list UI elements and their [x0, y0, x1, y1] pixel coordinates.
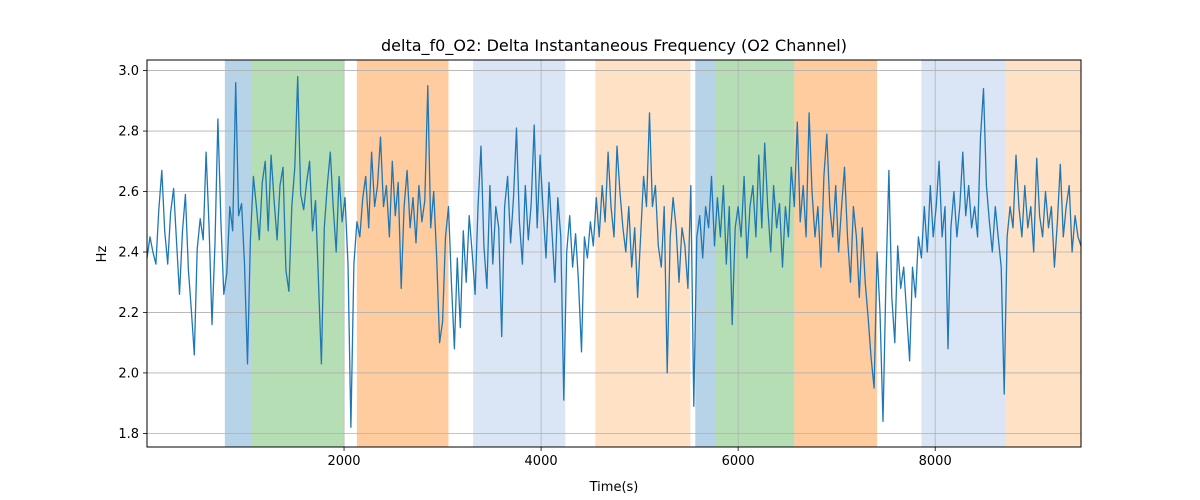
- tick-labels-layer: 2000 4000 6000 8000 1.8 2.0 2.2 2.4 2.6 2.8 3.0: [118, 64, 951, 469]
- highlight-band-green: [715, 60, 795, 447]
- highlight-band-light-blue: [921, 60, 1006, 447]
- highlight-band-blue: [224, 60, 252, 447]
- highlight-band-light-orange: [595, 60, 691, 447]
- gridlines-layer: [147, 60, 1081, 447]
- highlight-band-light-blue: [473, 60, 566, 447]
- highlight-bands-layer: [224, 60, 1081, 447]
- plot-border: [146, 59, 1082, 448]
- x-tick-label: 6000: [722, 454, 755, 469]
- y-tick-label: 2.4: [118, 245, 139, 260]
- highlight-band-light-orange: [1005, 60, 1081, 447]
- highlight-band-blue: [695, 60, 716, 447]
- y-tick-label: 2.0: [118, 366, 139, 381]
- data-line: [146, 75, 1082, 428]
- tick-marks-layer: [143, 70, 936, 451]
- y-tick-label: 1.8: [118, 427, 139, 442]
- highlight-band-green: [251, 60, 344, 447]
- y-tick-label: 3.0: [118, 64, 139, 79]
- x-axis-label: Time(s): [589, 480, 639, 495]
- y-tick-label: 2.2: [118, 306, 139, 321]
- y-axis-label: Hz: [95, 246, 110, 263]
- x-tick-label: 8000: [919, 454, 952, 469]
- y-tick-label: 2.6: [118, 185, 139, 200]
- chart-title: delta_f0_O2: Delta Instantaneous Frequen…: [381, 36, 847, 56]
- x-tick-label: 4000: [525, 454, 558, 469]
- x-tick-label: 2000: [327, 454, 360, 469]
- highlight-band-orange: [794, 60, 878, 447]
- y-tick-label: 2.8: [118, 125, 139, 140]
